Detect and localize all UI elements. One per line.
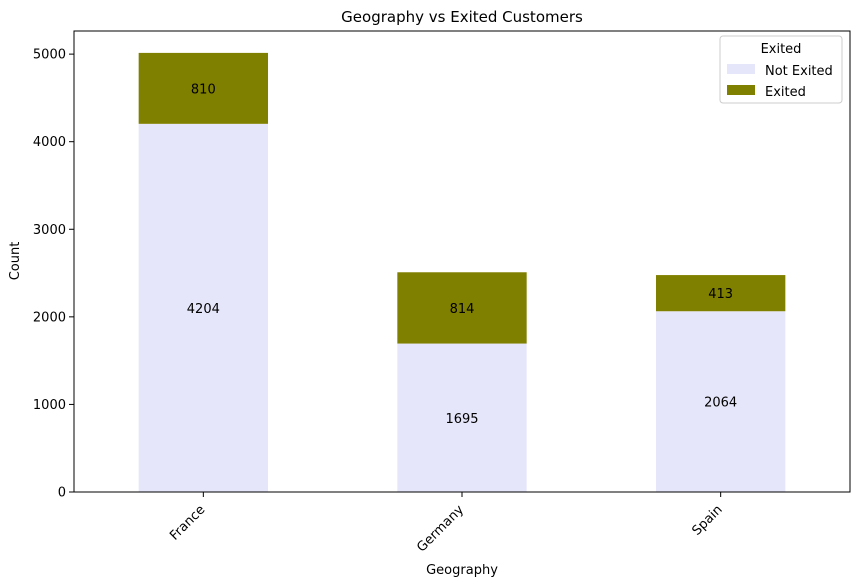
data-label-spain-exited: 413 bbox=[708, 287, 733, 302]
x-tick-label-france: France bbox=[167, 502, 208, 543]
legend-swatch-not-exited bbox=[727, 64, 755, 74]
x-axis-title: Geography bbox=[426, 563, 498, 578]
y-tick-label-2000: 2000 bbox=[33, 310, 66, 325]
y-tick-label-0: 0 bbox=[58, 486, 66, 501]
bars-group bbox=[138, 52, 786, 493]
legend-label-not-exited: Not Exited bbox=[765, 64, 833, 79]
x-axis: France Germany Spain bbox=[167, 492, 726, 555]
bar-france-not-exited bbox=[138, 123, 268, 493]
legend-label-exited: Exited bbox=[765, 85, 806, 100]
y-tick-label-1000: 1000 bbox=[33, 398, 66, 413]
chart-title: Geography vs Exited Customers bbox=[341, 8, 583, 26]
y-tick-label-4000: 4000 bbox=[33, 135, 66, 150]
bar-spain-not-exited bbox=[656, 311, 786, 492]
data-label-france-not-exited: 4204 bbox=[187, 302, 220, 317]
data-labels-group: 4204 810 1695 814 2064 413 bbox=[187, 82, 737, 426]
bar-spain-exited bbox=[656, 275, 786, 312]
y-axis-title: Count bbox=[8, 242, 23, 281]
legend-title: Exited bbox=[761, 42, 802, 57]
bar-germany-not-exited bbox=[397, 343, 527, 492]
legend-swatch-exited bbox=[727, 85, 755, 95]
bar-france-exited bbox=[138, 52, 268, 124]
y-tick-label-5000: 5000 bbox=[33, 48, 66, 63]
y-axis: 0 1000 2000 3000 4000 5000 bbox=[33, 48, 74, 501]
y-tick-label-3000: 3000 bbox=[33, 223, 66, 238]
data-label-germany-exited: 814 bbox=[450, 302, 475, 317]
x-tick-label-spain: Spain bbox=[689, 502, 725, 538]
data-label-spain-not-exited: 2064 bbox=[704, 396, 737, 411]
x-tick-label-germany: Germany bbox=[414, 502, 467, 555]
data-label-france-exited: 810 bbox=[191, 82, 216, 97]
data-label-germany-not-exited: 1695 bbox=[445, 412, 478, 427]
bar-germany-exited bbox=[397, 272, 527, 344]
legend: Exited Not Exited Exited bbox=[719, 35, 843, 104]
